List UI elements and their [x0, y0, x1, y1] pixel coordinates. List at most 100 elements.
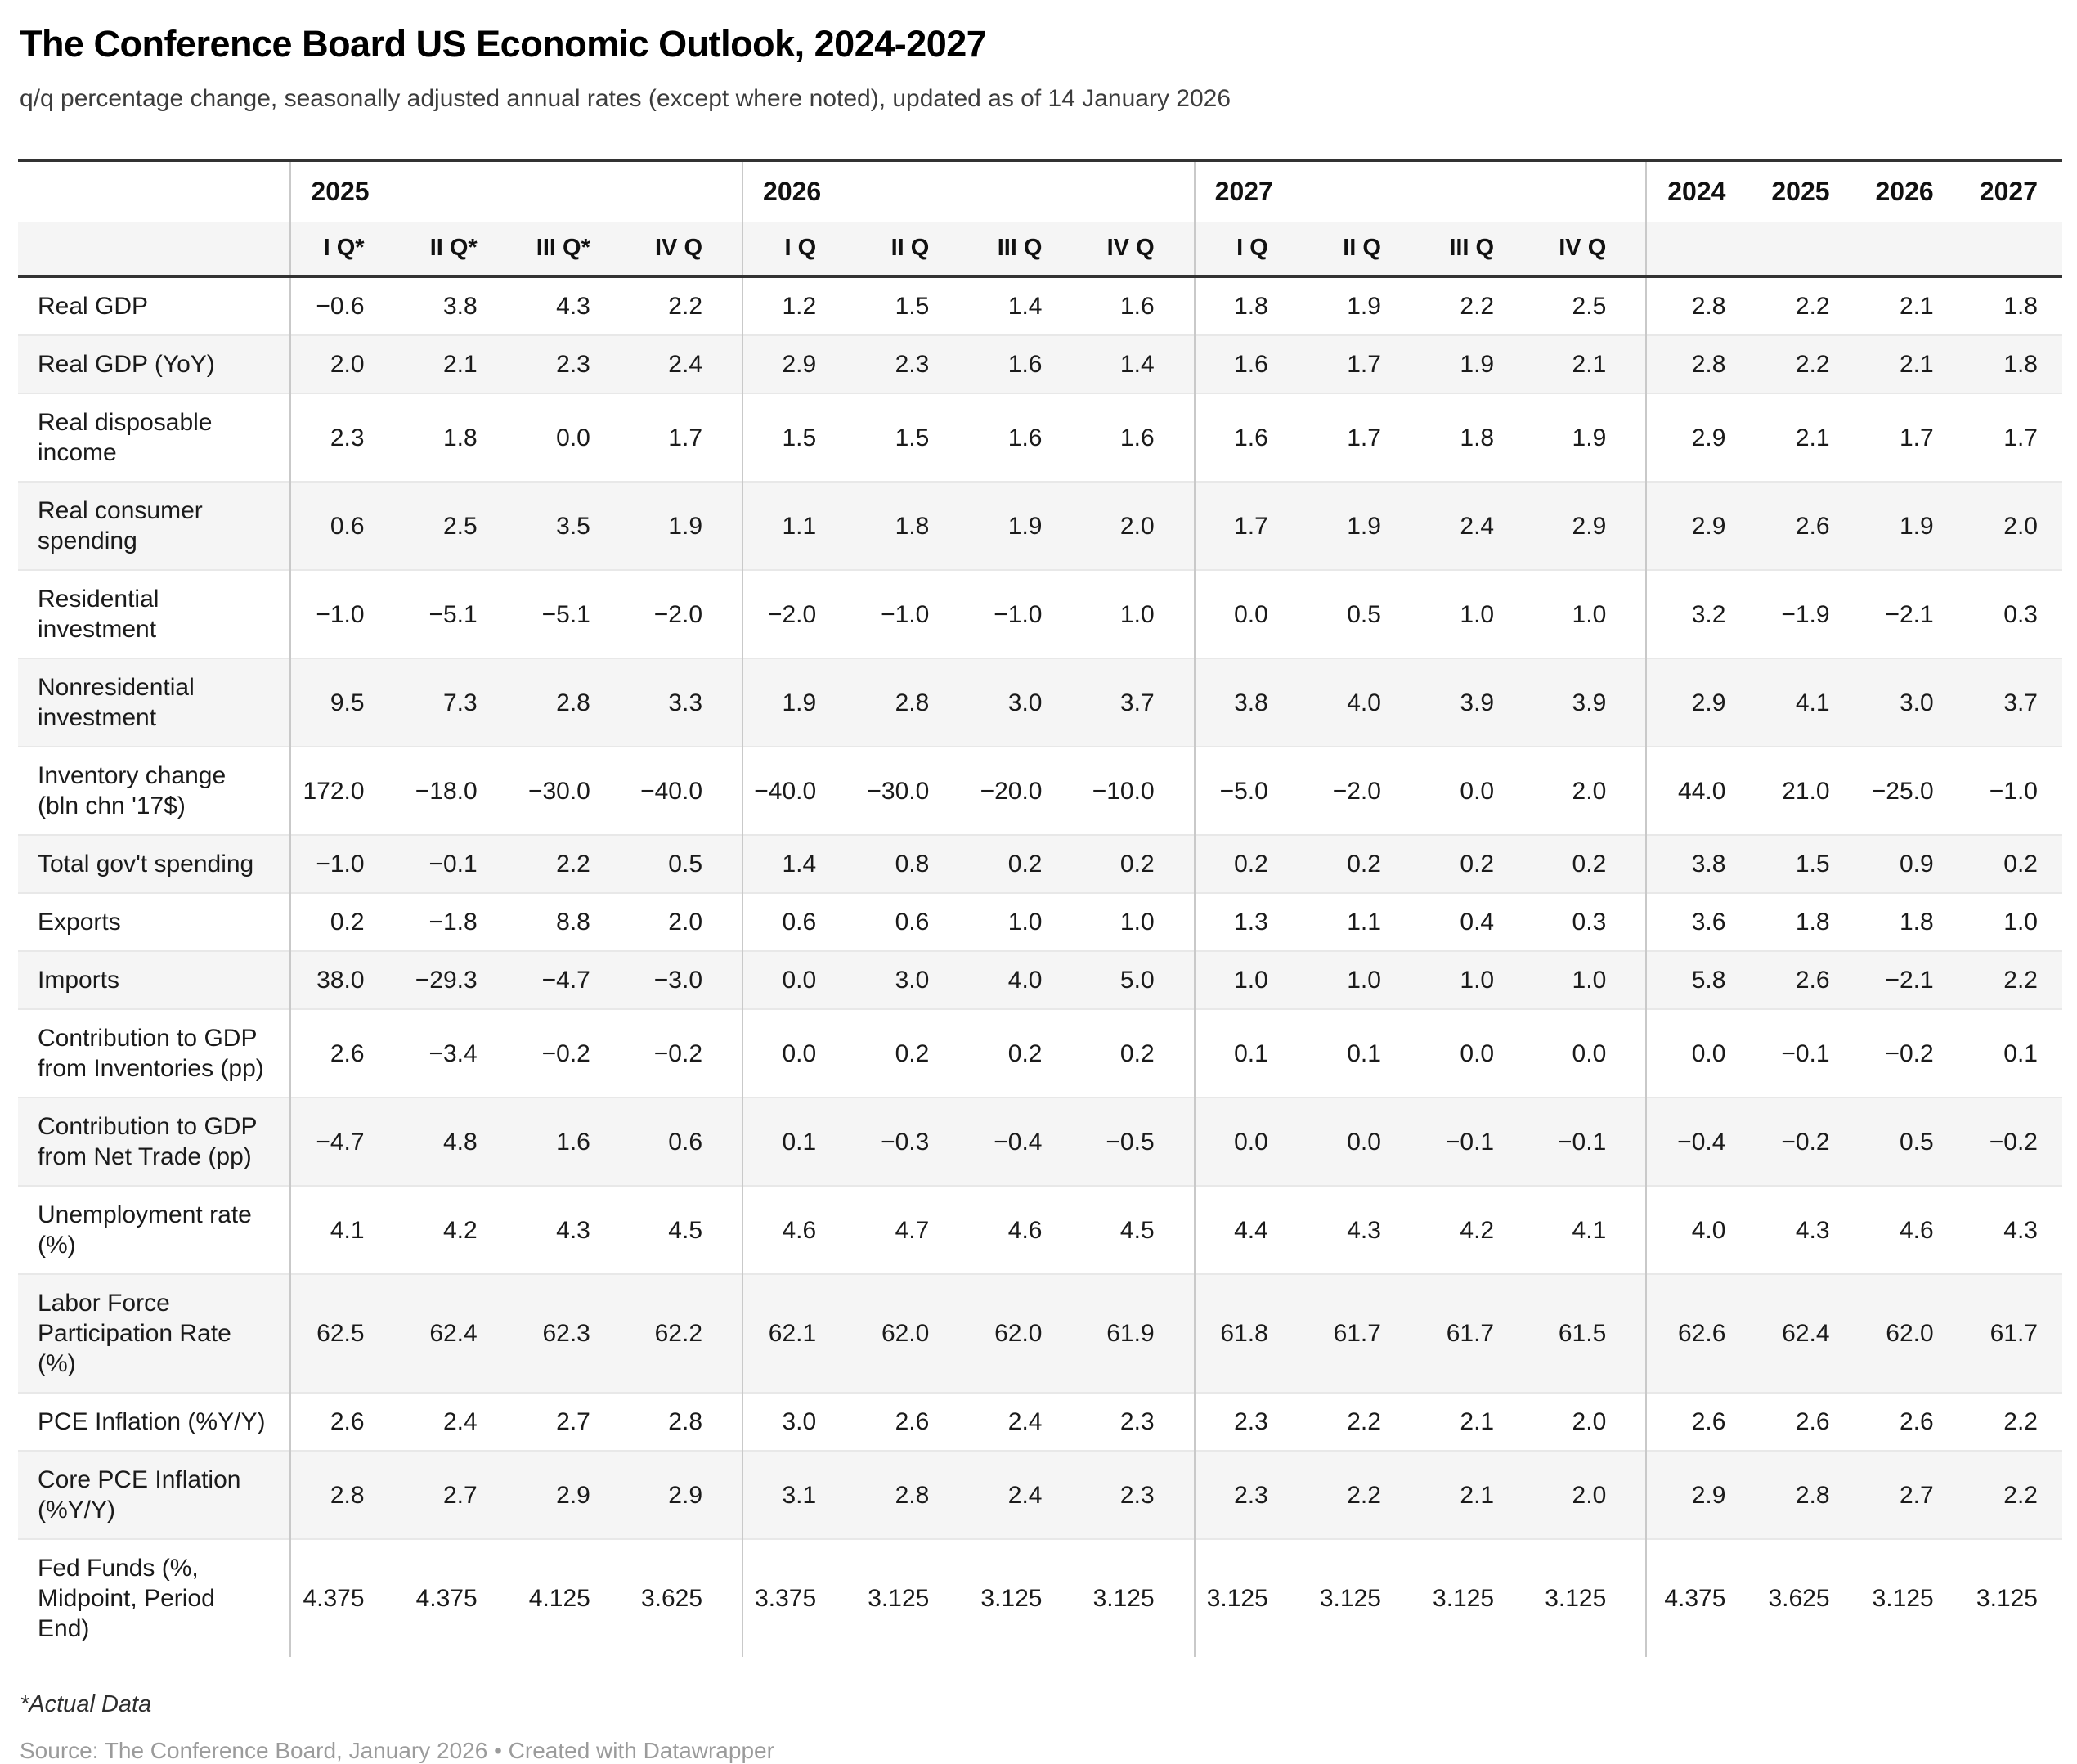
- value-cell: −0.6: [289, 276, 404, 335]
- row-label: Exports: [38, 909, 121, 936]
- value-cell: 2.2: [1347, 1481, 1381, 1509]
- value-cell: 3.125: [1193, 1539, 1308, 1657]
- year-group-row: 2025 2026 2027 2024 2025 2026 2027: [18, 160, 2062, 222]
- annual-value-cell: 62.0: [1886, 1320, 1934, 1347]
- value-cell: 4.3: [556, 293, 590, 320]
- quarter-column-header: IV Q: [1559, 235, 1607, 261]
- value-cell: 2.3: [1119, 1408, 1155, 1435]
- row-label: Labor Force Participation Rate (%): [38, 1290, 231, 1377]
- table-body: Real GDP −0.6 3.8 4.3 2.2 1.2 1.5 1.4 1.6 1.8 1.9 2…: [18, 276, 2062, 1657]
- quarter-column-header: II Q: [890, 235, 930, 261]
- value-cell: 2.1: [442, 351, 478, 378]
- value-cell: 1.9: [1460, 351, 1495, 378]
- annual-value-cell: 3.8: [1645, 835, 1751, 893]
- value-cell: 1.7: [668, 424, 703, 451]
- value-cell: 3.125: [1433, 1585, 1495, 1612]
- value-cell: 62.4: [429, 1320, 478, 1347]
- annual-value-cell: −0.1: [1781, 1039, 1830, 1067]
- value-cell: 3.125: [980, 1585, 1043, 1612]
- value-cell: 0.2: [895, 1039, 930, 1067]
- value-cell: 1.6: [1193, 335, 1308, 393]
- value-cell: 0.0: [742, 1009, 856, 1097]
- value-cell: 2.1: [1460, 1408, 1495, 1435]
- annual-value-cell: 4.3: [1795, 1216, 1830, 1244]
- value-cell: 4.3: [556, 1216, 590, 1244]
- value-cell: 2.6: [289, 1393, 404, 1451]
- annual-year-header: 2024: [1645, 160, 1751, 222]
- value-cell: 4.1: [1572, 1216, 1607, 1244]
- value-cell: 1.0: [1119, 909, 1155, 936]
- annual-value-cell: 2.9: [1645, 393, 1751, 482]
- value-cell: 0.6: [895, 909, 930, 936]
- value-cell: 2.4: [1007, 1481, 1043, 1509]
- value-cell: 61.8: [1193, 1274, 1308, 1393]
- annual-header-spacer: [1750, 222, 1854, 276]
- annual-value-cell: −0.2: [1885, 1039, 1934, 1067]
- value-cell: 0.0: [742, 951, 856, 1009]
- value-cell: 2.4: [1007, 1408, 1043, 1435]
- quarter-column-header: II Q*: [429, 235, 478, 261]
- value-cell: −0.4: [994, 1128, 1043, 1156]
- annual-value-cell: 5.8: [1645, 951, 1751, 1009]
- value-cell: 4.2: [1460, 1216, 1495, 1244]
- quarter-header-row: I Q* II Q* III Q* IV Q I Q II Q III Q IV Q I Q II…: [18, 222, 2062, 276]
- annual-value-cell: −0.2: [1989, 1128, 2038, 1156]
- value-cell: 61.9: [1106, 1320, 1155, 1347]
- annual-value-cell: 2.8: [1795, 1481, 1830, 1509]
- footnote: *Actual Data: [20, 1691, 152, 1717]
- value-cell: 0.0: [1460, 1039, 1495, 1067]
- value-cell: 4.7: [895, 1216, 930, 1244]
- annual-value-cell: 1.8: [2003, 293, 2038, 320]
- year-group-header: 2025: [289, 160, 743, 222]
- annual-value-cell: 1.0: [2003, 909, 2038, 936]
- quarter-column-header: III Q*: [536, 235, 590, 261]
- label-spacer: [18, 222, 290, 276]
- annual-value-cell: 2.6: [1899, 1408, 1934, 1435]
- value-cell: −0.5: [1106, 1128, 1155, 1156]
- annual-value-cell: 2.2: [2003, 1481, 2038, 1509]
- value-cell: 2.7: [442, 1481, 478, 1509]
- value-cell: −2.0: [742, 570, 856, 658]
- value-cell: 1.7: [1347, 351, 1381, 378]
- value-cell: 3.625: [640, 1585, 703, 1612]
- annual-value-cell: 62.4: [1782, 1320, 1830, 1347]
- annual-value-cell: 1.9: [1899, 512, 1934, 540]
- annual-value-cell: 2.9: [1645, 482, 1751, 570]
- table-row: Core PCE Inflation (%Y/Y) 2.8 2.7 2.9 2.9 3.1…: [18, 1451, 2062, 1539]
- value-cell: 38.0: [289, 951, 404, 1009]
- row-label: Fed Funds (%, Midpoint, Period End): [38, 1555, 215, 1642]
- annual-value-cell: 0.9: [1899, 851, 1934, 878]
- value-cell: 2.5: [1572, 293, 1607, 320]
- annual-value-cell: 2.6: [1795, 967, 1830, 994]
- value-cell: 1.0: [1193, 951, 1308, 1009]
- value-cell: 9.5: [289, 658, 404, 747]
- value-cell: 1.4: [1119, 351, 1155, 378]
- annual-value-cell: 0.5: [1899, 1128, 1934, 1156]
- table-row: Exports 0.2 −1.8 8.8 2.0 0.6 0.6 1.0 1.0 1.3 1.1 0.…: [18, 893, 2062, 951]
- value-cell: −18.0: [415, 777, 478, 805]
- value-cell: 0.2: [289, 893, 404, 951]
- quarter-column-header: III Q: [1449, 235, 1495, 261]
- value-cell: 4.1: [289, 1186, 404, 1274]
- annual-value-cell: 1.7: [2003, 424, 2038, 451]
- value-cell: 0.0: [1572, 1039, 1607, 1067]
- value-cell: 3.0: [742, 1393, 856, 1451]
- value-cell: 62.5: [289, 1274, 404, 1393]
- annual-value-cell: 3.7: [2003, 689, 2038, 716]
- annual-value-cell: 2.2: [2003, 967, 2038, 994]
- value-cell: 1.6: [556, 1128, 590, 1156]
- value-cell: −40.0: [640, 777, 703, 805]
- value-cell: 2.8: [289, 1451, 404, 1539]
- table-header: 2025 2026 2027 2024 2025 2026 2027 I Q* II Q* III…: [18, 160, 2062, 276]
- row-label: Contribution to GDP from Net Trade (pp): [38, 1113, 257, 1170]
- source-line: Source: The Conference Board, January 20…: [20, 1738, 774, 1763]
- value-cell: 3.125: [1319, 1585, 1381, 1612]
- annual-value-cell: 4.375: [1645, 1539, 1751, 1657]
- value-cell: 0.2: [1460, 851, 1495, 878]
- value-cell: −2.0: [1332, 777, 1381, 805]
- annual-value-cell: 3.125: [1872, 1585, 1934, 1612]
- value-cell: 62.1: [742, 1274, 856, 1393]
- annual-value-cell: 0.0: [1645, 1009, 1751, 1097]
- value-cell: 2.4: [668, 351, 703, 378]
- value-cell: 4.375: [289, 1539, 404, 1657]
